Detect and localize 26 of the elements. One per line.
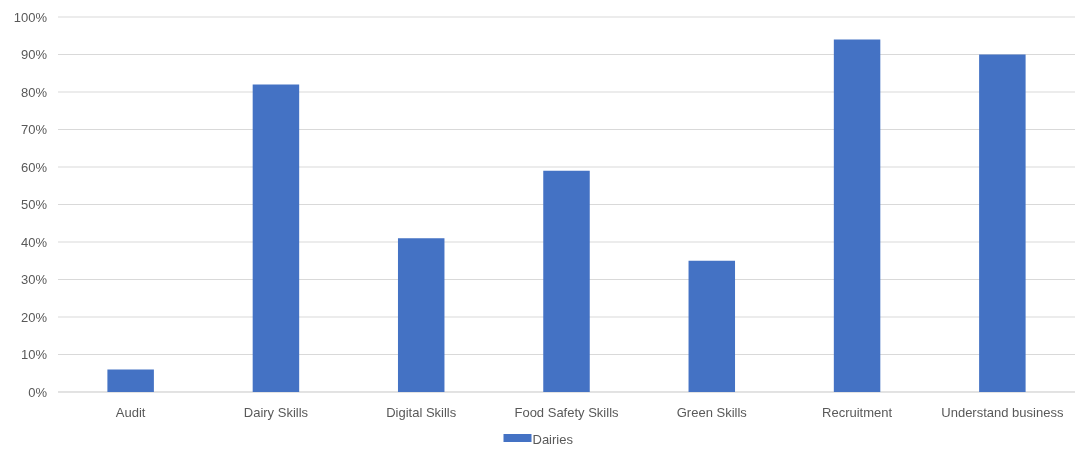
y-tick-label: 80% bbox=[20, 84, 48, 100]
y-tick-label: 20% bbox=[20, 309, 48, 325]
x-tick-label: Digital Skills bbox=[386, 405, 457, 420]
bar bbox=[979, 54, 1026, 392]
x-tick-label: Green Skills bbox=[676, 405, 748, 420]
bar bbox=[252, 84, 300, 392]
bar bbox=[543, 170, 590, 392]
y-tick-label: 30% bbox=[20, 272, 48, 288]
y-tick-label: 90% bbox=[20, 47, 48, 63]
x-tick-label: Understand business bbox=[941, 405, 1064, 420]
bar bbox=[397, 238, 445, 392]
bar bbox=[107, 369, 154, 392]
x-tick-label: Dairy Skills bbox=[243, 405, 309, 420]
y-tick-label: 40% bbox=[20, 234, 48, 250]
y-tick-label: 60% bbox=[20, 159, 48, 175]
x-tick-label: Food Safety Skills bbox=[514, 405, 620, 420]
y-tick-label: 70% bbox=[20, 122, 48, 138]
y-tick-label: 100% bbox=[13, 9, 48, 25]
y-tick-label: 0% bbox=[28, 384, 48, 400]
legend-label: Dairies bbox=[532, 432, 574, 447]
bar bbox=[833, 39, 881, 392]
y-tick-label: 50% bbox=[20, 197, 48, 213]
bar bbox=[688, 260, 736, 392]
x-tick-label: Audit bbox=[115, 405, 146, 420]
y-tick-label: 10% bbox=[20, 347, 48, 363]
x-tick-label: Recruitment bbox=[822, 405, 893, 420]
